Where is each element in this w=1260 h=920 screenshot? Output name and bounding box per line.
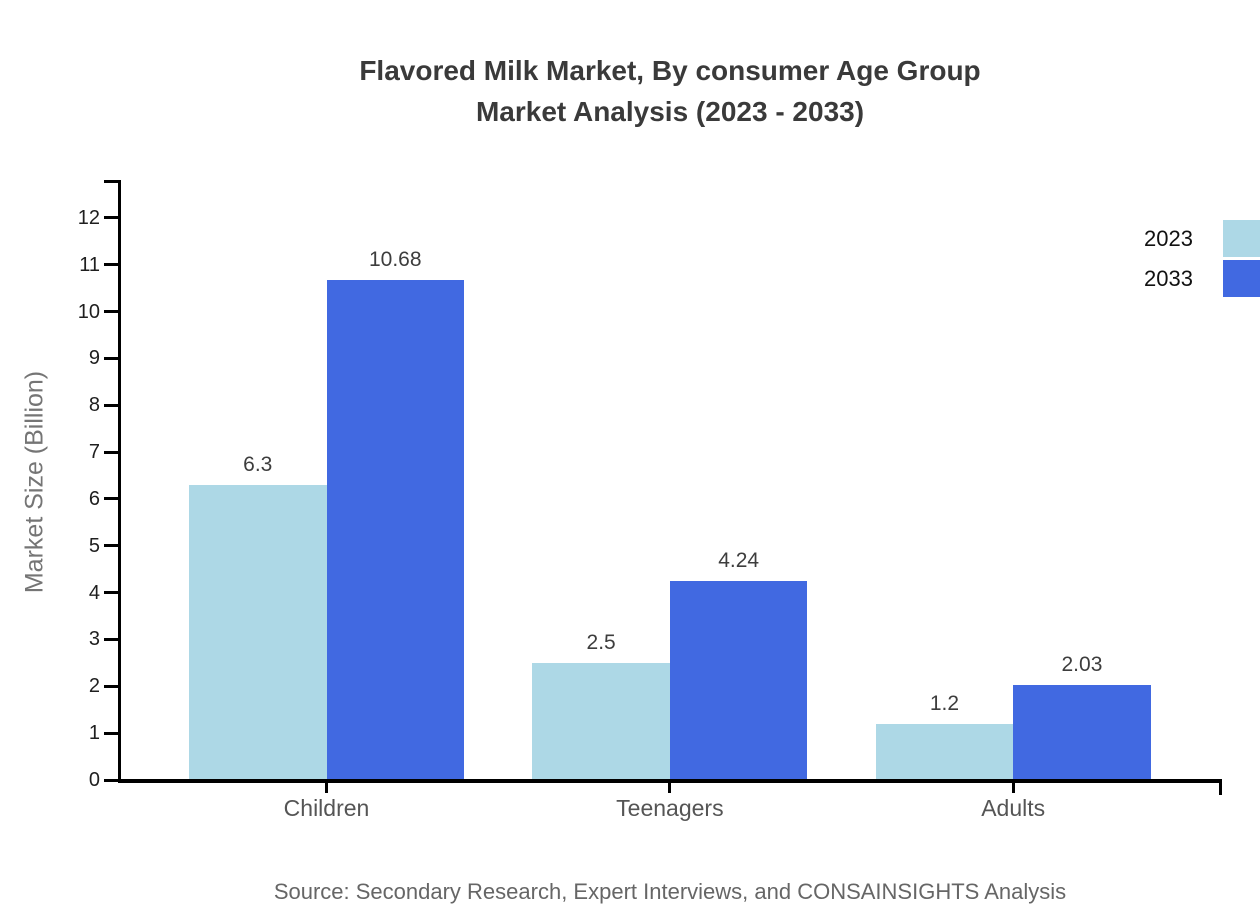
y-tick	[104, 403, 118, 407]
bar-2033-teenagers	[669, 581, 808, 779]
y-tick	[104, 216, 118, 220]
y-tick	[104, 544, 118, 548]
y-tick-label: 9	[88, 347, 100, 370]
y-tick	[104, 591, 118, 595]
y-tick-label: 3	[88, 628, 100, 651]
y-axis-line	[118, 180, 121, 783]
value-label-2033-adults: 2.03	[1061, 652, 1103, 676]
x-tick	[668, 783, 672, 793]
x-category-label-adults: Adults	[981, 795, 1046, 821]
legend-label-2023: 2023	[1144, 226, 1193, 251]
y-tick	[104, 263, 118, 267]
y-tick-label: 4	[88, 581, 100, 604]
y-tick-label: 5	[88, 534, 100, 557]
y-axis-endcap	[104, 180, 118, 183]
y-tick	[104, 310, 118, 313]
x-category-label-teenagers: Teenagers	[616, 795, 724, 821]
value-label-2023-children: 6.3	[243, 452, 273, 476]
x-axis-endcap	[1219, 783, 1222, 795]
y-tick-label: 10	[77, 300, 100, 323]
y-tick	[104, 731, 118, 735]
x-category-label-children: Children	[283, 795, 370, 821]
chart-title-line2: Market Analysis (2023 - 2033)	[475, 96, 865, 127]
x-axis-line	[118, 779, 1222, 783]
value-label-2023-adults: 1.2	[929, 691, 960, 715]
y-tick-label: 12	[77, 206, 100, 229]
bar-2033-adults	[1013, 684, 1151, 779]
y-tick-label: 6	[88, 487, 100, 510]
y-tick-label: 0	[88, 769, 100, 791]
y-tick	[104, 497, 118, 501]
bar-2023-children	[189, 484, 327, 779]
source-note: Source: Secondary Research, Expert Inter…	[273, 879, 1067, 904]
y-tick-label: 8	[88, 394, 100, 417]
bar-2023-adults	[875, 723, 1014, 779]
legend-swatch-2033	[1223, 260, 1260, 297]
value-label-2033-children: 10.68	[368, 247, 422, 271]
chart-title-line1: Flavored Milk Market, By consumer Age Gr…	[359, 55, 981, 86]
x-tick	[1011, 783, 1015, 793]
y-tick	[104, 684, 118, 688]
y-tick	[104, 356, 118, 360]
bar-2023-teenagers	[532, 662, 670, 779]
x-tick	[325, 783, 328, 793]
y-tick-label: 11	[79, 253, 100, 276]
y-tick	[104, 778, 118, 782]
chart-title: Flavored Milk Market, By consumer Age Gr…	[80, 50, 1260, 132]
value-label-2033-teenagers: 4.24	[718, 549, 760, 573]
bar-2033-children	[326, 279, 464, 779]
y-tick-label: 1	[88, 722, 100, 745]
value-label-2023-teenagers: 2.5	[586, 630, 616, 654]
y-tick	[104, 450, 118, 454]
legend-label-2033: 2033	[1144, 266, 1193, 291]
legend-swatch-2023	[1223, 220, 1260, 257]
y-tick-label: 7	[88, 441, 100, 464]
y-tick-label: 2	[88, 675, 100, 698]
y-tick	[104, 637, 118, 641]
